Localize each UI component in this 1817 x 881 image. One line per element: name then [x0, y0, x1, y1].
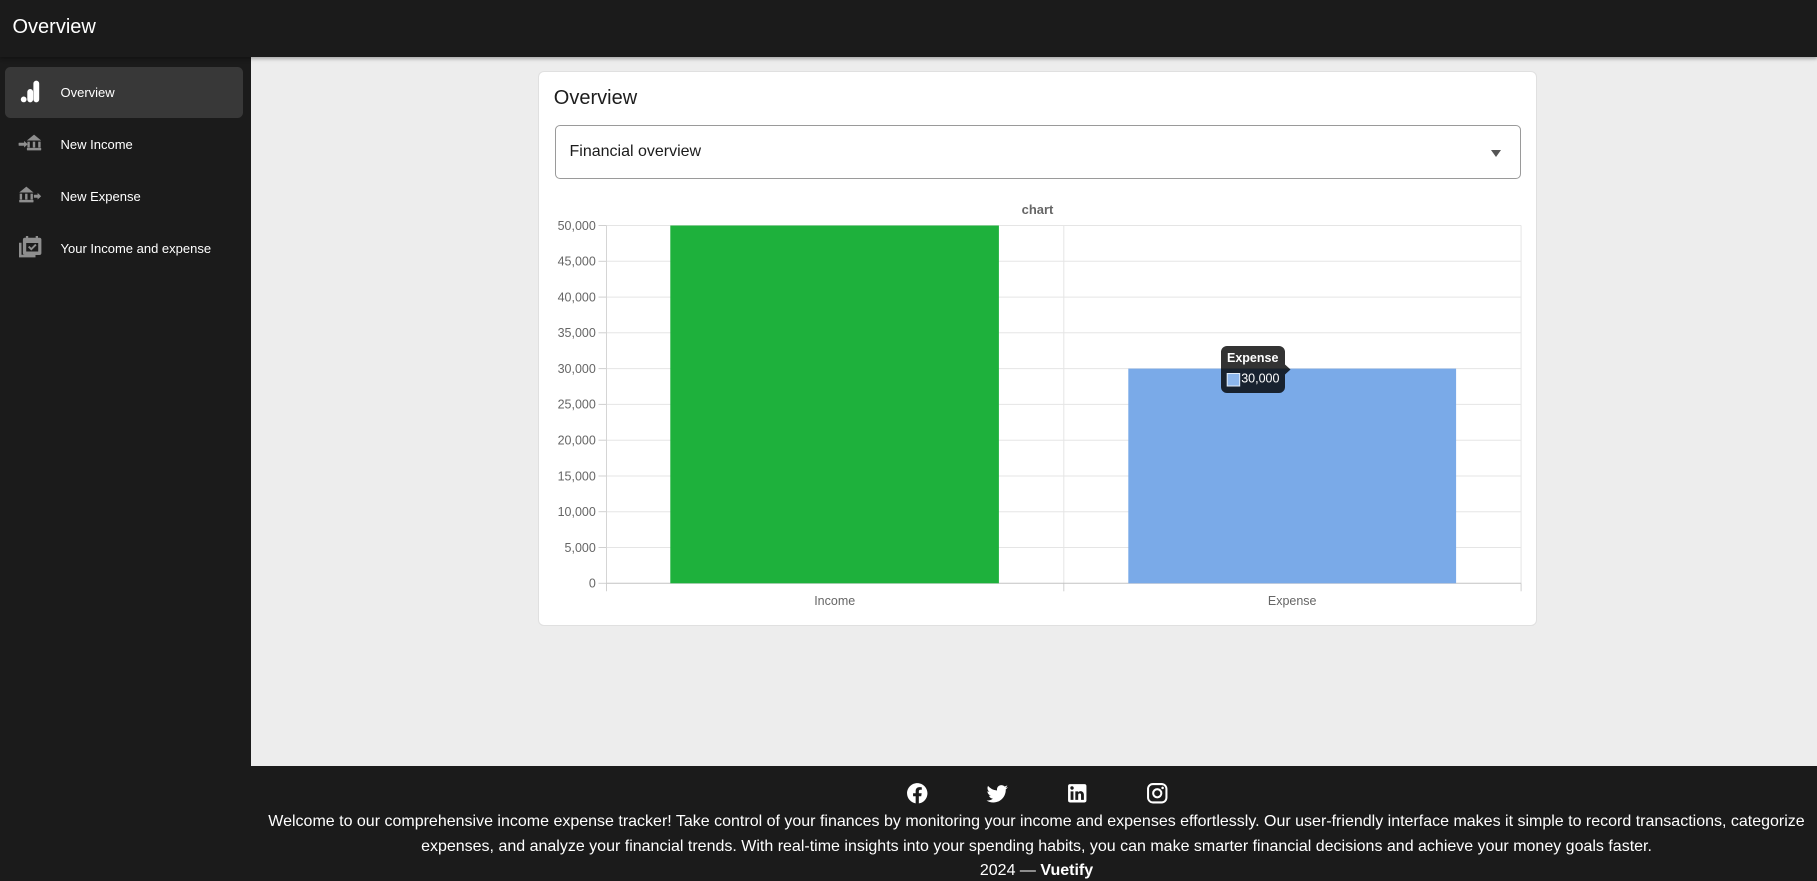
- svg-text:Income: Income: [814, 594, 855, 608]
- svg-text:40,000: 40,000: [557, 290, 595, 304]
- svg-text:5,000: 5,000: [564, 541, 595, 555]
- svg-text:0: 0: [588, 577, 595, 591]
- svg-text:20,000: 20,000: [557, 434, 595, 448]
- svg-text:Expense: Expense: [1227, 351, 1278, 365]
- svg-text:10,000: 10,000: [557, 505, 595, 519]
- svg-text:25,000: 25,000: [557, 398, 595, 412]
- svg-text:50,000: 50,000: [557, 219, 595, 233]
- svg-text:Expense: Expense: [1267, 594, 1316, 608]
- svg-text:30,000: 30,000: [1241, 371, 1279, 385]
- svg-text:35,000: 35,000: [557, 326, 595, 340]
- svg-text:chart: chart: [1021, 202, 1053, 217]
- svg-text:45,000: 45,000: [557, 255, 595, 269]
- svg-text:30,000: 30,000: [557, 362, 595, 376]
- svg-text:15,000: 15,000: [557, 469, 595, 483]
